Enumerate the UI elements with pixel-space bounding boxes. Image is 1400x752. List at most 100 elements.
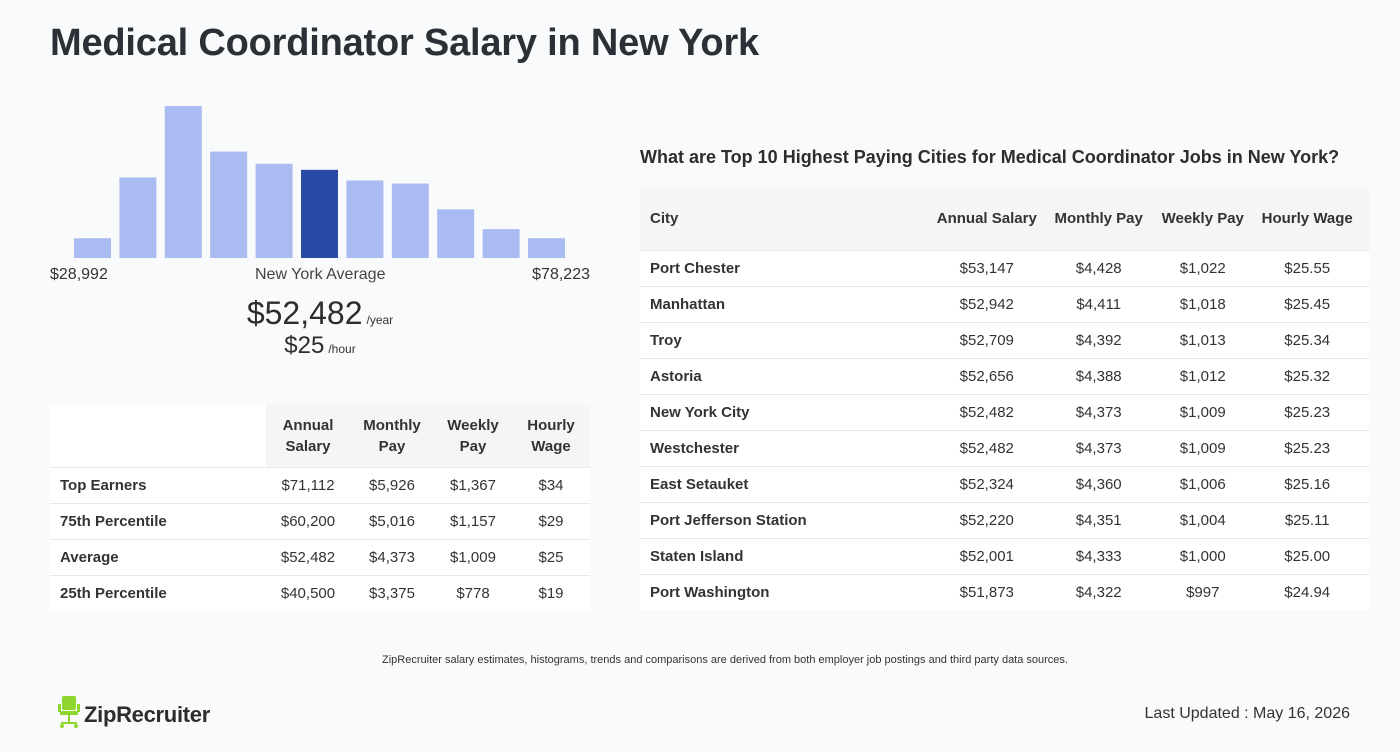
chair-icon xyxy=(58,696,80,733)
logo-text: ZipRecruiter xyxy=(84,701,210,727)
cell-weekly: $1,009 xyxy=(434,538,512,575)
cities-table-header: City Annual Salary Monthly Pay Weekly Pa… xyxy=(640,188,1369,250)
cell-weekly: $1,013 xyxy=(1160,321,1246,358)
city-name: Westchester xyxy=(640,429,937,466)
cell-hourly: $25 xyxy=(512,538,590,575)
percentile-header-weekly: Weekly Pay xyxy=(434,405,512,467)
cell-weekly: $1,006 xyxy=(1160,465,1246,502)
histogram-bar xyxy=(391,183,429,258)
table-row: Average $52,482 $4,373 $1,009 $25 xyxy=(50,538,590,575)
last-updated: Last Updated : May 16, 2026 xyxy=(1144,705,1350,722)
city-name: Port Chester xyxy=(640,249,937,286)
cell-monthly: $4,428 xyxy=(1037,249,1161,286)
cities-header-weekly: Weekly Pay xyxy=(1160,188,1246,250)
percentile-header-monthly: Monthly Pay xyxy=(350,405,434,467)
cell-weekly: $997 xyxy=(1160,573,1246,610)
cell-annual: $52,656 xyxy=(936,357,1038,394)
cell-monthly: $4,322 xyxy=(1037,573,1161,610)
cell-hourly: $25.16 xyxy=(1245,465,1369,502)
hourly-wage-value: $25 xyxy=(284,332,325,359)
histogram-bar xyxy=(437,209,475,258)
table-row: Top Earners $71,112 $5,926 $1,367 $34 xyxy=(50,466,590,503)
cell-weekly: $1,009 xyxy=(1160,393,1246,430)
table-row: Port Washington $51,873 $4,322 $997 $24.94 xyxy=(640,573,1369,610)
salary-histogram xyxy=(50,100,590,260)
cell-hourly: $24.94 xyxy=(1245,573,1369,610)
row-label: 75th Percentile xyxy=(50,502,266,539)
cell-weekly: $1,022 xyxy=(1160,249,1246,286)
cell-weekly: $1,012 xyxy=(1160,357,1246,394)
cell-hourly: $19 xyxy=(512,574,590,611)
cities-table: City Annual Salary Monthly Pay Weekly Pa… xyxy=(640,188,1369,610)
table-row: Port Jefferson Station $52,220 $4,351 $1,00… xyxy=(640,501,1369,538)
data-source-note: ZipRecruiter salary estimates, histogram… xyxy=(382,654,1068,666)
cities-header-annual: Annual Salary xyxy=(936,188,1038,250)
cell-monthly: $5,926 xyxy=(350,466,434,503)
cell-hourly: $25.55 xyxy=(1245,249,1369,286)
cell-monthly: $4,373 xyxy=(350,538,434,575)
cell-annual: $52,324 xyxy=(936,465,1038,502)
row-label: 25th Percentile xyxy=(50,574,266,611)
cities-heading: What are Top 10 Highest Paying Cities fo… xyxy=(640,147,1340,167)
cell-annual: $52,220 xyxy=(936,501,1038,538)
histogram-bar xyxy=(210,151,248,258)
cell-monthly: $4,333 xyxy=(1037,537,1161,574)
city-name: Astoria xyxy=(640,357,937,394)
cell-weekly: $1,004 xyxy=(1160,501,1246,538)
cell-monthly: $4,373 xyxy=(1037,393,1161,430)
histogram-bar xyxy=(255,163,293,258)
cell-annual: $52,482 xyxy=(936,393,1038,430)
city-name: Staten Island xyxy=(640,537,937,574)
cell-monthly: $4,411 xyxy=(1037,285,1161,322)
cities-header-monthly: Monthly Pay xyxy=(1037,188,1161,250)
percentile-table: Annual Salary Monthly Pay Weekly Pay Hou… xyxy=(50,405,590,611)
cell-hourly: $25.45 xyxy=(1245,285,1369,322)
histogram-bar xyxy=(119,177,157,258)
cell-hourly: $25.23 xyxy=(1245,393,1369,430)
cell-annual: $51,873 xyxy=(936,573,1038,610)
cell-annual: $40,500 xyxy=(266,574,350,611)
cell-monthly: $5,016 xyxy=(350,502,434,539)
table-row: Troy $52,709 $4,392 $1,013 $25.34 xyxy=(640,321,1369,358)
percentile-header-hourly: Hourly Wage xyxy=(512,405,590,467)
table-row: New York City $52,482 $4,373 $1,009 $25.23 xyxy=(640,393,1369,430)
city-name: East Setauket xyxy=(640,465,937,502)
cell-weekly: $1,018 xyxy=(1160,285,1246,322)
city-name: Port Washington xyxy=(640,573,937,610)
cell-annual: $71,112 xyxy=(266,466,350,503)
histogram-svg xyxy=(74,106,565,258)
cell-monthly: $4,373 xyxy=(1037,429,1161,466)
percentile-table-header: Annual Salary Monthly Pay Weekly Pay Hou… xyxy=(50,405,590,467)
cell-hourly: $25.32 xyxy=(1245,357,1369,394)
cell-monthly: $4,351 xyxy=(1037,501,1161,538)
cell-annual: $52,709 xyxy=(936,321,1038,358)
cell-hourly: $29 xyxy=(512,502,590,539)
cell-monthly: $3,375 xyxy=(350,574,434,611)
hourly-wage-unit: /hour xyxy=(328,342,356,356)
ziprecruiter-logo[interactable]: ZipRecruiter xyxy=(58,696,210,733)
cell-weekly: $1,009 xyxy=(1160,429,1246,466)
cell-hourly: $25.11 xyxy=(1245,501,1369,538)
histogram-min-label: $28,992 xyxy=(50,266,108,283)
histogram-bar xyxy=(164,106,202,258)
row-label: Top Earners xyxy=(50,466,266,503)
table-row: Westchester $52,482 $4,373 $1,009 $25.23 xyxy=(640,429,1369,466)
cell-annual: $53,147 xyxy=(936,249,1038,286)
cell-monthly: $4,388 xyxy=(1037,357,1161,394)
percentile-header-blank xyxy=(50,405,266,467)
histogram-bar-average xyxy=(301,169,338,258)
cell-annual: $52,001 xyxy=(936,537,1038,574)
cities-header-hourly: Hourly Wage xyxy=(1245,188,1369,250)
cell-monthly: $4,392 xyxy=(1037,321,1161,358)
table-row: East Setauket $52,324 $4,360 $1,006 $25.16 xyxy=(640,465,1369,502)
table-row: Port Chester $53,147 $4,428 $1,022 $25.55 xyxy=(640,249,1369,286)
histogram-bar xyxy=(74,238,111,258)
cell-weekly: $778 xyxy=(434,574,512,611)
annual-salary-unit: /year xyxy=(366,313,394,327)
cell-hourly: $25.34 xyxy=(1245,321,1369,358)
cell-monthly: $4,360 xyxy=(1037,465,1161,502)
histogram-max-label: $78,223 xyxy=(532,266,590,283)
histogram-average-label: New York Average xyxy=(255,266,386,283)
table-row: Manhattan $52,942 $4,411 $1,018 $25.45 xyxy=(640,285,1369,322)
cell-hourly: $34 xyxy=(512,466,590,503)
